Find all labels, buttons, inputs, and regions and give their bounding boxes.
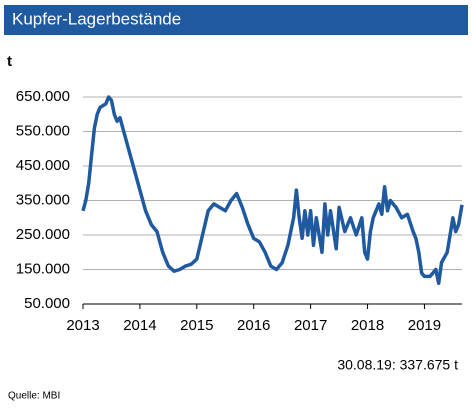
annotation: 30.08.19: 337.675 t — [337, 357, 458, 373]
data-line — [81, 95, 464, 286]
y-tick-label: 250.000 — [16, 226, 70, 243]
y-tick-label: 650.000 — [16, 88, 70, 105]
x-tick-label: 2019 — [408, 317, 441, 334]
x-tick-label: 2017 — [294, 317, 327, 334]
x-tick-label: 2014 — [123, 317, 156, 334]
y-tick-label: 50.000 — [24, 295, 70, 312]
x-tick-label: 2015 — [180, 317, 213, 334]
chart-title: Kupfer-Lagerbestände — [12, 9, 181, 28]
x-tick-label: 2013 — [66, 317, 99, 334]
title-bar — [4, 5, 468, 35]
source: Quelle: MBI — [8, 391, 60, 402]
y-tick-label: 150.000 — [16, 260, 70, 277]
y-tick-label: 450.000 — [16, 157, 70, 174]
x-tick-label: 2016 — [237, 317, 270, 334]
x-tick-label: 2018 — [351, 317, 384, 334]
y-tick-label: 350.000 — [16, 191, 70, 208]
y-tick-label: 550.000 — [16, 122, 70, 139]
y-axis-unit: t — [7, 53, 12, 70]
